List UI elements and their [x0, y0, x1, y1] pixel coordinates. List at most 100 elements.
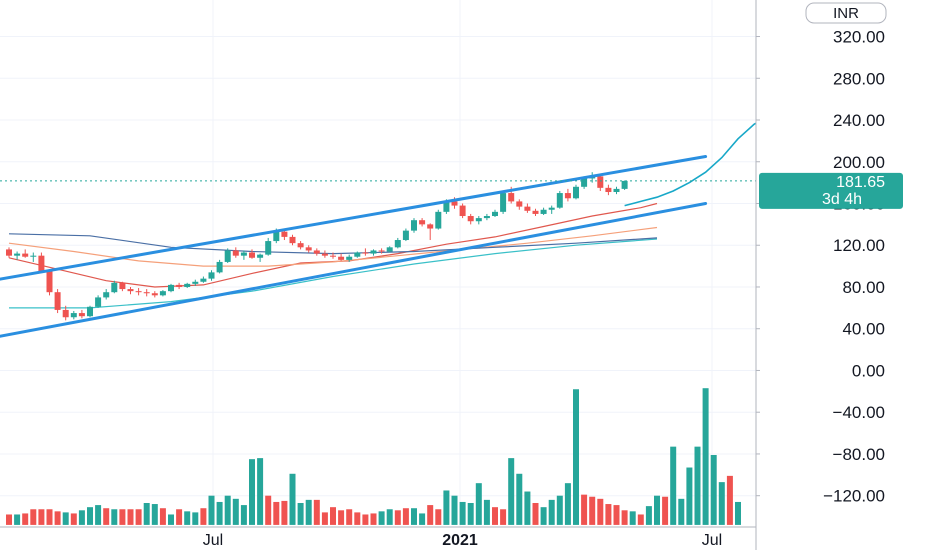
volume-bar — [411, 508, 417, 525]
candle-body — [95, 297, 102, 307]
candle-body — [330, 255, 336, 257]
candle-body — [321, 253, 328, 256]
candle-body — [200, 278, 207, 282]
forecast-curve — [624, 119, 763, 207]
candle-body — [176, 284, 183, 287]
currency-label[interactable]: INR — [833, 5, 859, 22]
price-tick-label: 40.00 — [842, 320, 885, 339]
candle-body — [354, 252, 361, 257]
volume-bar — [6, 514, 12, 525]
volume-bar — [151, 504, 158, 525]
volume-bar — [30, 509, 37, 525]
time-axis-label: Jul — [203, 532, 223, 549]
candle-body — [451, 201, 458, 206]
volume-bar — [459, 501, 466, 525]
candle-body — [613, 188, 620, 193]
volume-bar — [540, 507, 547, 525]
volume-bar — [694, 446, 701, 525]
volume-bar — [70, 513, 77, 525]
volume-bar — [548, 499, 555, 525]
candle-body — [151, 293, 158, 296]
currency-badge-bg[interactable] — [805, 2, 887, 24]
volume-bar — [216, 501, 223, 525]
currency-badge[interactable]: INR — [805, 2, 887, 24]
candle-body — [127, 289, 134, 292]
volume-bar — [678, 498, 685, 525]
candle-body — [208, 272, 215, 279]
candle-body — [386, 247, 393, 252]
candle-body — [378, 250, 385, 252]
candle-body — [621, 180, 628, 189]
candle-body — [313, 250, 320, 254]
bar-countdown: 3d 4h — [822, 191, 862, 208]
candle-body — [265, 241, 272, 255]
candle-body — [224, 250, 231, 262]
volume-bar — [135, 509, 142, 525]
volume-bar — [629, 511, 636, 525]
volume-bar — [443, 490, 450, 525]
candle-body — [394, 240, 401, 248]
candle-body — [257, 254, 264, 258]
price-axis[interactable] — [756, 0, 932, 550]
candle-body — [22, 253, 29, 257]
volume-bar — [289, 473, 296, 525]
volume-bar — [556, 495, 563, 525]
volume-bar — [14, 514, 21, 525]
trend-channel[interactable] — [0, 155, 708, 340]
volume-bar — [508, 458, 515, 525]
volume-bar — [435, 509, 442, 525]
candle-body — [297, 243, 304, 248]
candle-body — [597, 176, 604, 188]
channel-line[interactable] — [0, 201, 708, 339]
volume-bar — [686, 467, 693, 525]
volume-bar — [670, 446, 677, 525]
volume-bar — [605, 504, 612, 525]
volume-bar — [645, 506, 652, 525]
candle-body — [6, 249, 12, 256]
volume-bar — [168, 514, 174, 525]
volume-bar — [224, 495, 231, 525]
candle-body — [516, 201, 523, 207]
volume-bar — [451, 495, 458, 525]
volume-bar — [516, 473, 523, 525]
volume-bar — [702, 388, 709, 525]
candle-body — [62, 309, 69, 318]
candle-body — [273, 231, 280, 242]
candle-body — [564, 193, 571, 199]
price-tick-label: −120.00 — [823, 487, 885, 506]
volume-bar — [208, 495, 215, 525]
candle-body — [338, 256, 345, 260]
candle-body — [443, 201, 450, 212]
last-price-tag-bg — [759, 172, 903, 209]
volume-bar — [297, 502, 304, 525]
candle-body — [249, 252, 255, 258]
volume-bar — [192, 512, 199, 525]
candle-body — [54, 292, 61, 310]
volume-bar — [492, 507, 498, 525]
volume-bar — [362, 514, 369, 525]
moving-average-line — [8, 233, 658, 255]
candle-body — [70, 313, 77, 318]
channel-line[interactable] — [0, 155, 708, 282]
volume-bar — [710, 454, 717, 525]
volume-bar — [483, 499, 490, 525]
volume-bar — [338, 510, 345, 525]
price-tick-label: −40.00 — [833, 403, 885, 422]
volume-bar — [176, 509, 183, 525]
candle-body — [184, 283, 191, 287]
volume-bar — [467, 502, 474, 525]
volume-bar — [257, 458, 264, 525]
candle-body — [435, 211, 442, 229]
volume-bar — [127, 509, 134, 525]
volume-bar — [95, 505, 102, 525]
candle-body — [500, 193, 507, 212]
candle-body — [483, 216, 490, 219]
volume-bar — [354, 512, 361, 525]
candle-body — [78, 313, 85, 317]
candle-body — [135, 291, 142, 293]
time-axis-label: Jul — [702, 532, 722, 549]
volume-bar — [597, 498, 604, 525]
candle-body — [119, 282, 126, 290]
time-axis-labels: Jul 2021 Jul — [203, 532, 722, 549]
